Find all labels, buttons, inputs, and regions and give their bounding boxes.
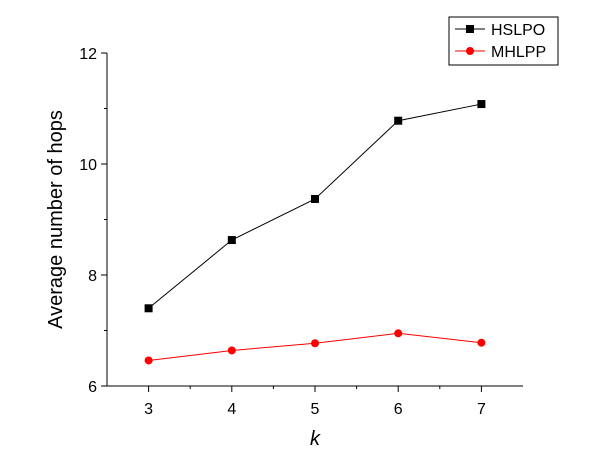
data-point-hslpo [394,116,403,125]
y-tick-label: 8 [88,268,97,285]
x-tick-label: 6 [394,401,403,418]
y-ticks: 6 8 10 12 [79,46,107,396]
data-point-mhlpp [227,346,236,355]
legend-marker-mhlpp [466,47,474,55]
x-tick-label: 5 [311,401,320,418]
y-tick-label: 12 [79,46,97,63]
x-tick-label: 4 [227,401,236,418]
legend-label-hslpo: HSLPO [491,22,545,39]
data-point-hslpo [144,304,153,313]
legend-label-mhlpp: MHLPP [491,44,546,61]
data-point-mhlpp [311,339,319,348]
y-tick-label: 6 [88,379,97,396]
data-point-hslpo [477,100,486,109]
x-ticks: 3 4 5 6 7 [144,386,486,418]
x-tick-label: 3 [144,401,153,418]
data-point-hslpo [311,194,319,203]
data-point-hslpo [227,236,236,245]
data-point-mhlpp [394,329,403,338]
y-tick-label: 10 [79,157,97,174]
y-axis-label: Average number of hops [45,110,67,329]
legend: HSLPO MHLPP [448,16,559,66]
series-layer [144,100,486,365]
x-tick-label: 7 [477,401,486,418]
legend-marker-hslpo [466,25,474,33]
legend-items: HSLPO MHLPP [455,22,546,61]
data-point-mhlpp [477,338,486,347]
x-axis-label: k [310,428,321,450]
data-point-mhlpp [144,356,153,365]
